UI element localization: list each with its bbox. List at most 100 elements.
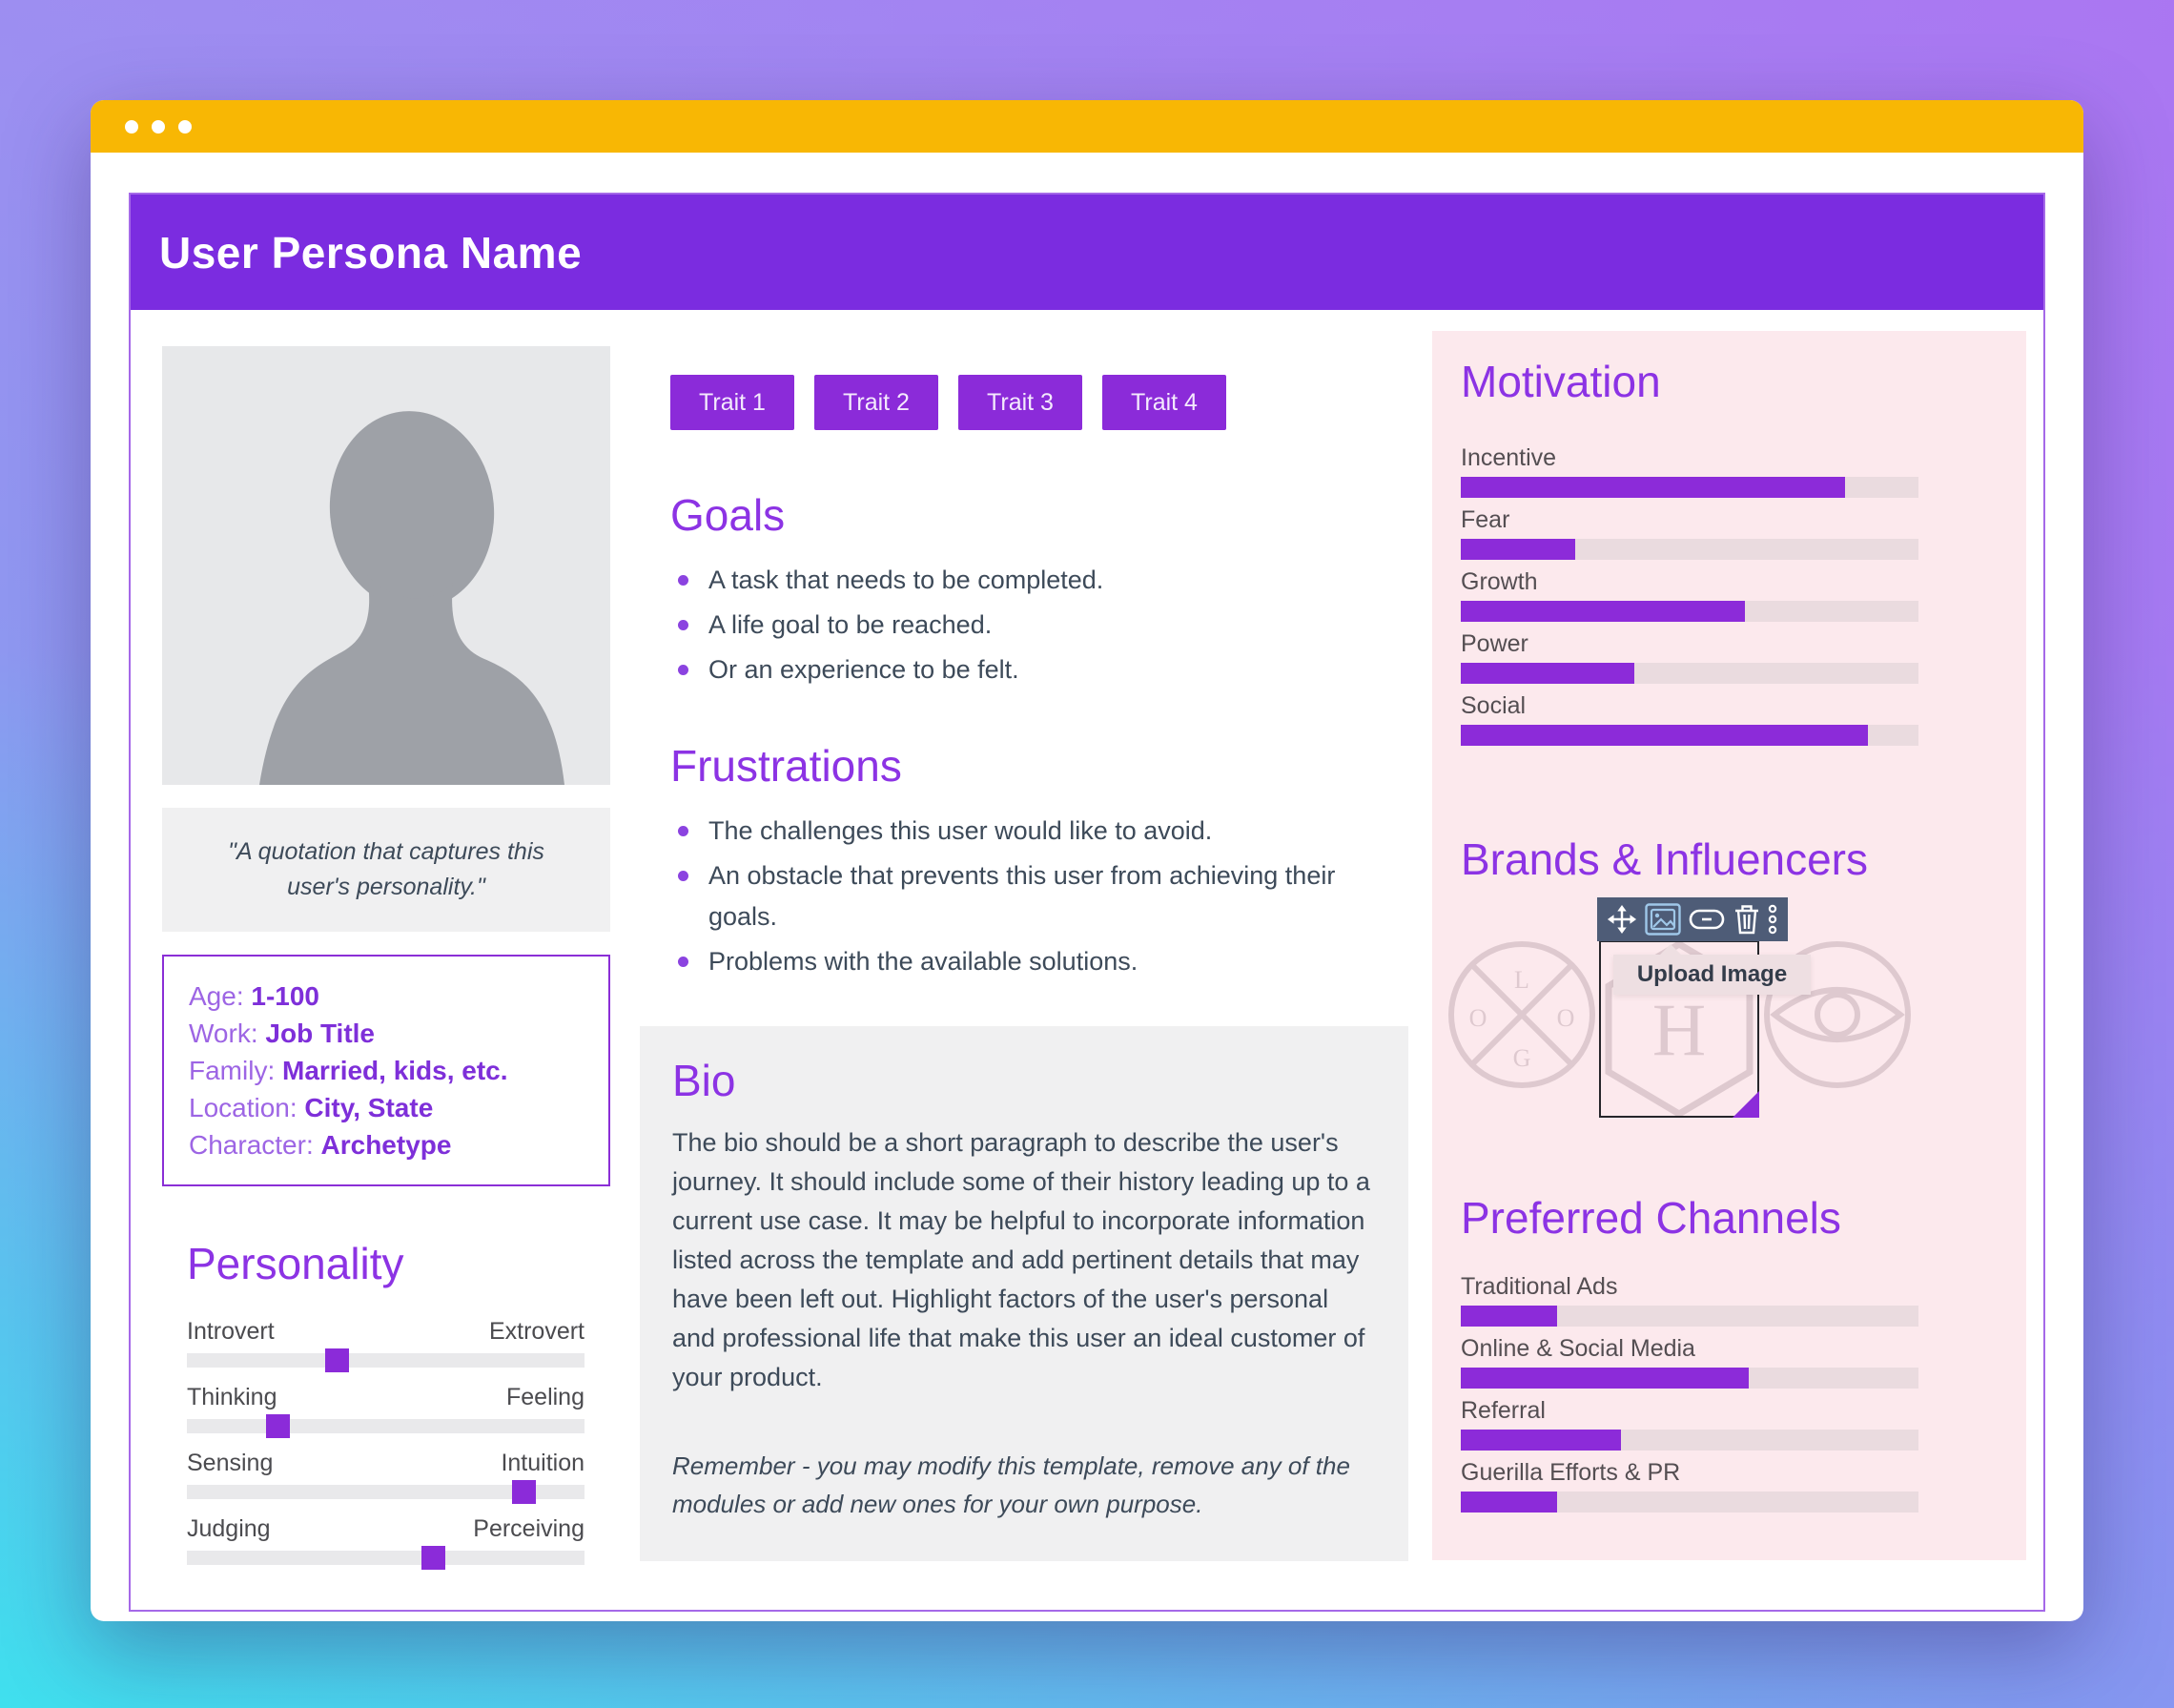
channel-bars: Traditional Ads Online & Social Media Re… bbox=[1461, 1272, 1918, 1513]
slider-track[interactable] bbox=[187, 1480, 585, 1504]
slider-thumb[interactable] bbox=[420, 1546, 445, 1570]
slider-thumb[interactable] bbox=[265, 1414, 290, 1438]
bar-track[interactable] bbox=[1461, 1492, 1918, 1513]
brands-heading: Brands & Influencers bbox=[1461, 834, 1869, 884]
svg-text:G: G bbox=[1513, 1044, 1531, 1072]
bio-heading: Bio bbox=[672, 1056, 736, 1105]
bar-track[interactable] bbox=[1461, 1306, 1918, 1327]
slider-track[interactable] bbox=[187, 1414, 585, 1438]
goals-heading: Goals bbox=[670, 490, 786, 540]
upload-image-label: Upload Image bbox=[1636, 961, 1788, 987]
bar-fill bbox=[1461, 601, 1745, 622]
frustrations-heading: Frustrations bbox=[670, 741, 902, 791]
bar-track[interactable] bbox=[1461, 663, 1918, 684]
bar-fill bbox=[1461, 1306, 1557, 1327]
trait-3-button[interactable]: Trait 3 bbox=[958, 375, 1082, 430]
middle-column: Trait 1 Trait 2 Trait 3 Trait 4 Goals A … bbox=[640, 331, 1408, 1581]
frustrations-list: The challenges this user would like to a… bbox=[670, 811, 1408, 982]
quote-box: "A quotation that captures this user's p… bbox=[162, 808, 610, 932]
bio-note: Remember - you may modify this template,… bbox=[672, 1451, 1350, 1518]
bar-guerilla-pr: Guerilla Efforts & PR bbox=[1461, 1458, 1918, 1513]
move-icon[interactable] bbox=[1607, 900, 1637, 938]
quote-text: "A quotation that captures this user's p… bbox=[228, 838, 544, 900]
details-box: Age: 1-100 Work: Job Title Family: Marri… bbox=[162, 955, 610, 1186]
bar-fill bbox=[1461, 663, 1635, 684]
trait-buttons: Trait 1 Trait 2 Trait 3 Trait 4 bbox=[670, 375, 1408, 430]
persona-header: User Persona Name bbox=[131, 195, 2043, 310]
person-silhouette-icon bbox=[162, 346, 610, 785]
bar-online-social: Online & Social Media bbox=[1461, 1334, 1918, 1389]
left-column: "A quotation that captures this user's p… bbox=[162, 331, 610, 1581]
svg-text:L: L bbox=[1514, 966, 1529, 994]
bar-fill bbox=[1461, 1430, 1621, 1451]
window-titlebar bbox=[91, 100, 2083, 153]
app-window: User Persona Name bbox=[91, 100, 2083, 1621]
link-icon[interactable] bbox=[1688, 900, 1726, 938]
avatar[interactable] bbox=[162, 346, 610, 785]
slider-track[interactable] bbox=[187, 1348, 585, 1372]
motivation-bars: Incentive Fear Growth Power bbox=[1461, 443, 1918, 746]
bar-track[interactable] bbox=[1461, 1430, 1918, 1451]
slider-thumb[interactable] bbox=[325, 1348, 350, 1372]
channels-heading: Preferred Channels bbox=[1461, 1193, 1841, 1243]
personality-heading: Personality bbox=[187, 1239, 404, 1288]
bar-power: Power bbox=[1461, 629, 1918, 684]
right-panel: Motivation Incentive Fear Growth bbox=[1432, 331, 2026, 1560]
bar-fill bbox=[1461, 725, 1869, 746]
bio-text: The bio should be a short paragraph to d… bbox=[672, 1128, 1370, 1391]
goal-item: A task that needs to be completed. bbox=[670, 560, 1395, 601]
kebab-menu-icon[interactable] bbox=[1767, 900, 1778, 938]
bar-fill bbox=[1461, 539, 1575, 560]
bar-fear: Fear bbox=[1461, 505, 1918, 560]
slider-track[interactable] bbox=[187, 1546, 585, 1570]
slider-thinking-feeling: Thinking Feeling bbox=[187, 1384, 585, 1438]
page-title: User Persona Name bbox=[159, 227, 583, 278]
motivation-heading: Motivation bbox=[1461, 357, 1661, 406]
goal-item: A life goal to be reached. bbox=[670, 605, 1395, 646]
slider-introvert-extrovert: Introvert Extrovert bbox=[187, 1318, 585, 1372]
detail-row-family: Family: Married, kids, etc. bbox=[189, 1056, 508, 1085]
bar-traditional-ads: Traditional Ads bbox=[1461, 1272, 1918, 1327]
frustration-item: The challenges this user would like to a… bbox=[670, 811, 1395, 852]
svg-text:H: H bbox=[1652, 988, 1706, 1071]
resize-handle[interactable] bbox=[1733, 1091, 1759, 1118]
bar-fill bbox=[1461, 477, 1846, 498]
bar-social: Social bbox=[1461, 691, 1918, 746]
svg-text:O: O bbox=[1557, 1004, 1575, 1032]
bar-track[interactable] bbox=[1461, 477, 1918, 498]
bar-growth: Growth bbox=[1461, 567, 1918, 622]
detail-row-work: Work: Job Title bbox=[189, 1019, 376, 1048]
bar-track[interactable] bbox=[1461, 539, 1918, 560]
slider-judging-perceiving: Judging Perceiving bbox=[187, 1515, 585, 1570]
svg-text:O: O bbox=[1469, 1004, 1487, 1032]
trait-1-button[interactable]: Trait 1 bbox=[670, 375, 794, 430]
detail-row-character: Character: Archetype bbox=[189, 1130, 452, 1160]
trait-2-button[interactable]: Trait 2 bbox=[814, 375, 938, 430]
slider-thumb[interactable] bbox=[512, 1480, 537, 1504]
detail-row-age: Age: 1-100 bbox=[189, 981, 320, 1011]
bar-fill bbox=[1461, 1368, 1750, 1389]
detail-row-location: Location: City, State bbox=[189, 1093, 434, 1122]
bar-track[interactable] bbox=[1461, 725, 1918, 746]
bar-fill bbox=[1461, 1492, 1557, 1513]
document-area: User Persona Name bbox=[91, 153, 2083, 1612]
bar-track[interactable] bbox=[1461, 601, 1918, 622]
window-control-dot[interactable] bbox=[125, 119, 138, 134]
frustration-item: Problems with the available solutions. bbox=[670, 941, 1395, 982]
logo-badge-placeholder[interactable]: L O O G bbox=[1446, 938, 1598, 1091]
logo-eye-placeholder[interactable] bbox=[1761, 938, 1914, 1091]
logo-hexagon-placeholder[interactable]: H bbox=[1598, 938, 1760, 1120]
bar-track[interactable] bbox=[1461, 1368, 1918, 1389]
persona-document: User Persona Name bbox=[129, 193, 2045, 1612]
bar-referral: Referral bbox=[1461, 1396, 1918, 1451]
personality-sliders: Introvert Extrovert Thinking Feeling Sensi… bbox=[187, 1318, 585, 1570]
frustration-item: An obstacle that prevents this user from… bbox=[670, 855, 1395, 937]
trash-icon[interactable] bbox=[1733, 900, 1760, 938]
bar-incentive: Incentive bbox=[1461, 443, 1918, 498]
image-icon[interactable] bbox=[1644, 900, 1681, 938]
window-control-dot[interactable] bbox=[178, 119, 192, 134]
image-selection-box[interactable] bbox=[1599, 940, 1759, 1118]
upload-image-tooltip[interactable]: Upload Image bbox=[1613, 944, 1811, 995]
window-control-dot[interactable] bbox=[152, 119, 165, 134]
trait-4-button[interactable]: Trait 4 bbox=[1102, 375, 1226, 430]
